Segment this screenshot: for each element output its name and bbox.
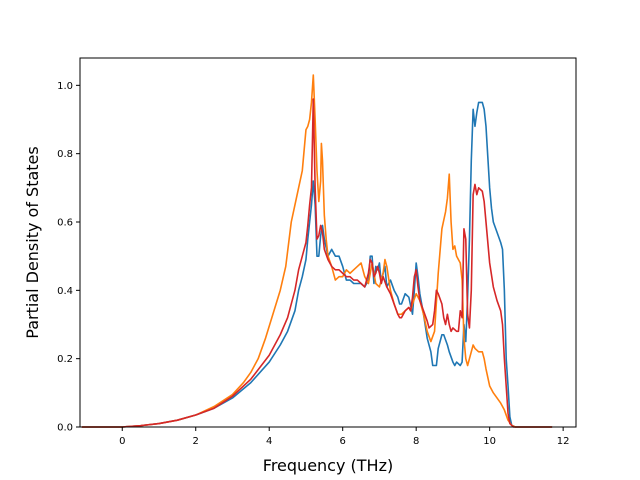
y-tick-label: 0.8 (57, 149, 73, 160)
x-tick-label: 12 (557, 436, 570, 447)
x-tick-label: 6 (340, 436, 346, 447)
y-tick-label: 0.6 (57, 218, 73, 229)
ticks-layer: 0 2 4 6 8 10 12 0.0 0.2 0.4 0.6 0.8 1.0 (57, 81, 569, 447)
series-line-1 (81, 101, 553, 428)
y-tick-label: 0.0 (57, 423, 73, 434)
x-tick-label: 4 (266, 436, 272, 447)
series-line-3 (81, 98, 553, 428)
x-tick-label: 0 (119, 436, 125, 447)
x-axis-title: Frequency (THz) (263, 456, 393, 475)
y-tick-label: 0.4 (57, 286, 73, 297)
y-tick-label: 0.2 (57, 354, 73, 365)
x-tick-label: 2 (193, 436, 199, 447)
y-axis-title: Partial Density of States (23, 146, 42, 338)
y-tick-label: 1.0 (57, 81, 73, 92)
x-tick-label: 10 (483, 436, 496, 447)
plot-frame (79, 57, 577, 428)
x-tick-label: 8 (413, 436, 419, 447)
series-layer (81, 74, 553, 428)
